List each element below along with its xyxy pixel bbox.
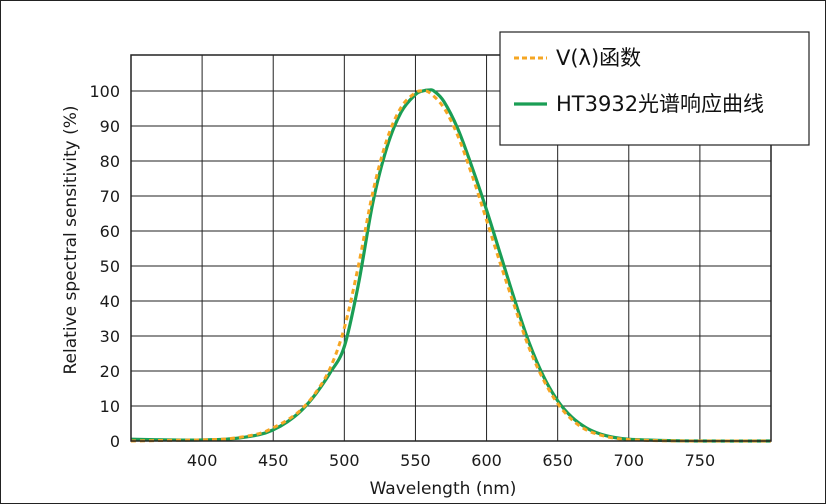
x-tick-label-650: 650 bbox=[542, 451, 573, 470]
y-tick-label-60: 60 bbox=[100, 222, 120, 241]
ht3932-response-curve bbox=[130, 88, 772, 443]
y-tick-label-90: 90 bbox=[100, 117, 120, 136]
x-tick-label-500: 500 bbox=[329, 451, 360, 470]
y-axis-label: Relative spectral sensitivity (%) bbox=[61, 105, 81, 374]
x-tick-label-450: 450 bbox=[258, 451, 289, 470]
y-tick-label-40: 40 bbox=[100, 292, 120, 311]
y-tick-label-30: 30 bbox=[100, 327, 120, 346]
y-tick-label-100: 100 bbox=[89, 82, 120, 101]
x-tick-label-600: 600 bbox=[471, 451, 502, 470]
legend-label-2: HT3932光谱响应曲线 bbox=[556, 92, 764, 116]
y-tick-label-20: 20 bbox=[100, 362, 120, 381]
x-tick-label-550: 550 bbox=[400, 451, 431, 470]
grid-lines bbox=[131, 55, 771, 441]
legend-box bbox=[499, 31, 810, 146]
v-lambda-curve bbox=[130, 89, 772, 443]
y-tick-label-0: 0 bbox=[110, 432, 120, 451]
plot-area-border bbox=[130, 54, 772, 442]
y-tick-label-10: 10 bbox=[100, 397, 120, 416]
y-tick-labels: 0 10 20 30 40 50 60 70 80 90 100 bbox=[89, 82, 120, 451]
x-tick-label-400: 400 bbox=[187, 451, 218, 470]
series-curves bbox=[130, 88, 772, 443]
legend-label-1: V(λ)函数 bbox=[556, 46, 641, 70]
y-tick-label-80: 80 bbox=[100, 152, 120, 171]
x-tick-label-750: 750 bbox=[685, 451, 716, 470]
x-axis-label: Wavelength (nm) bbox=[370, 479, 517, 499]
x-tick-label-700: 700 bbox=[614, 451, 645, 470]
y-tick-label-70: 70 bbox=[100, 187, 120, 206]
x-tick-labels: 400 450 500 550 600 650 700 750 bbox=[187, 451, 715, 470]
legend: V(λ)函数 HT3932光谱响应曲线 bbox=[499, 31, 810, 146]
y-tick-label-50: 50 bbox=[100, 257, 120, 276]
